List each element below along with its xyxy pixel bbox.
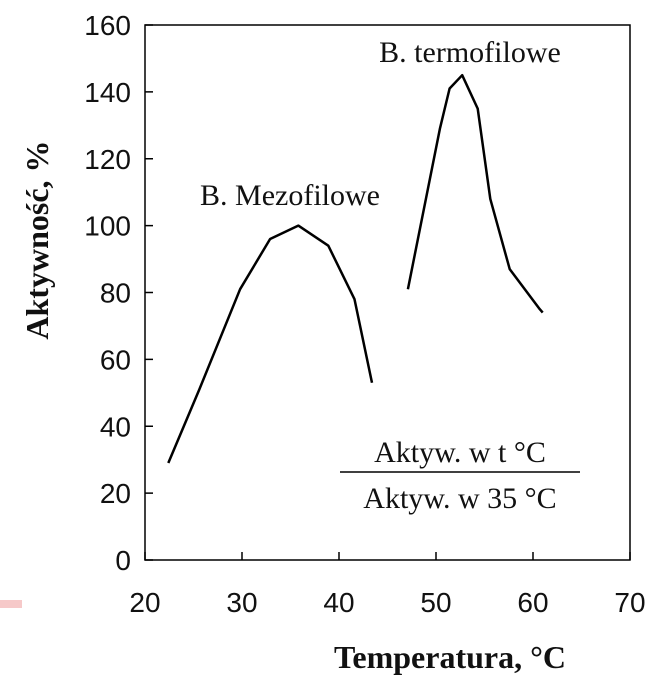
x-tick-label: 30 — [226, 587, 257, 618]
y-tick-label: 100 — [84, 211, 131, 242]
x-tick-label: 40 — [323, 587, 354, 618]
annotation-numerator: Aktyw. w t °C — [374, 436, 546, 469]
series-label: B. termofilowe — [379, 36, 561, 69]
y-tick-label: 120 — [84, 144, 131, 175]
decoration — [0, 600, 22, 608]
y-tick-label: 80 — [100, 278, 131, 309]
x-tick-label: 20 — [129, 587, 160, 618]
y-tick-label: 0 — [115, 545, 131, 576]
series-line — [406, 73, 544, 314]
x-tick-label: 60 — [517, 587, 548, 618]
series-label: B. Mezofilowe — [200, 179, 380, 212]
y-tick-label: 60 — [100, 344, 131, 375]
series-line — [167, 224, 374, 464]
x-axis-label: Temperatura, °C — [334, 639, 566, 675]
y-tick-label: 40 — [100, 411, 131, 442]
y-tick-label: 140 — [84, 77, 131, 108]
y-tick-label: 160 — [84, 10, 131, 41]
plot-frame — [144, 24, 631, 561]
x-tick-label: 50 — [420, 587, 451, 618]
y-tick-label: 20 — [100, 478, 131, 509]
x-tick-label: 70 — [614, 587, 645, 618]
annotation-denominator: Aktyw. w 35 °C — [363, 482, 556, 515]
y-axis-label: Aktywność, % — [19, 140, 55, 339]
